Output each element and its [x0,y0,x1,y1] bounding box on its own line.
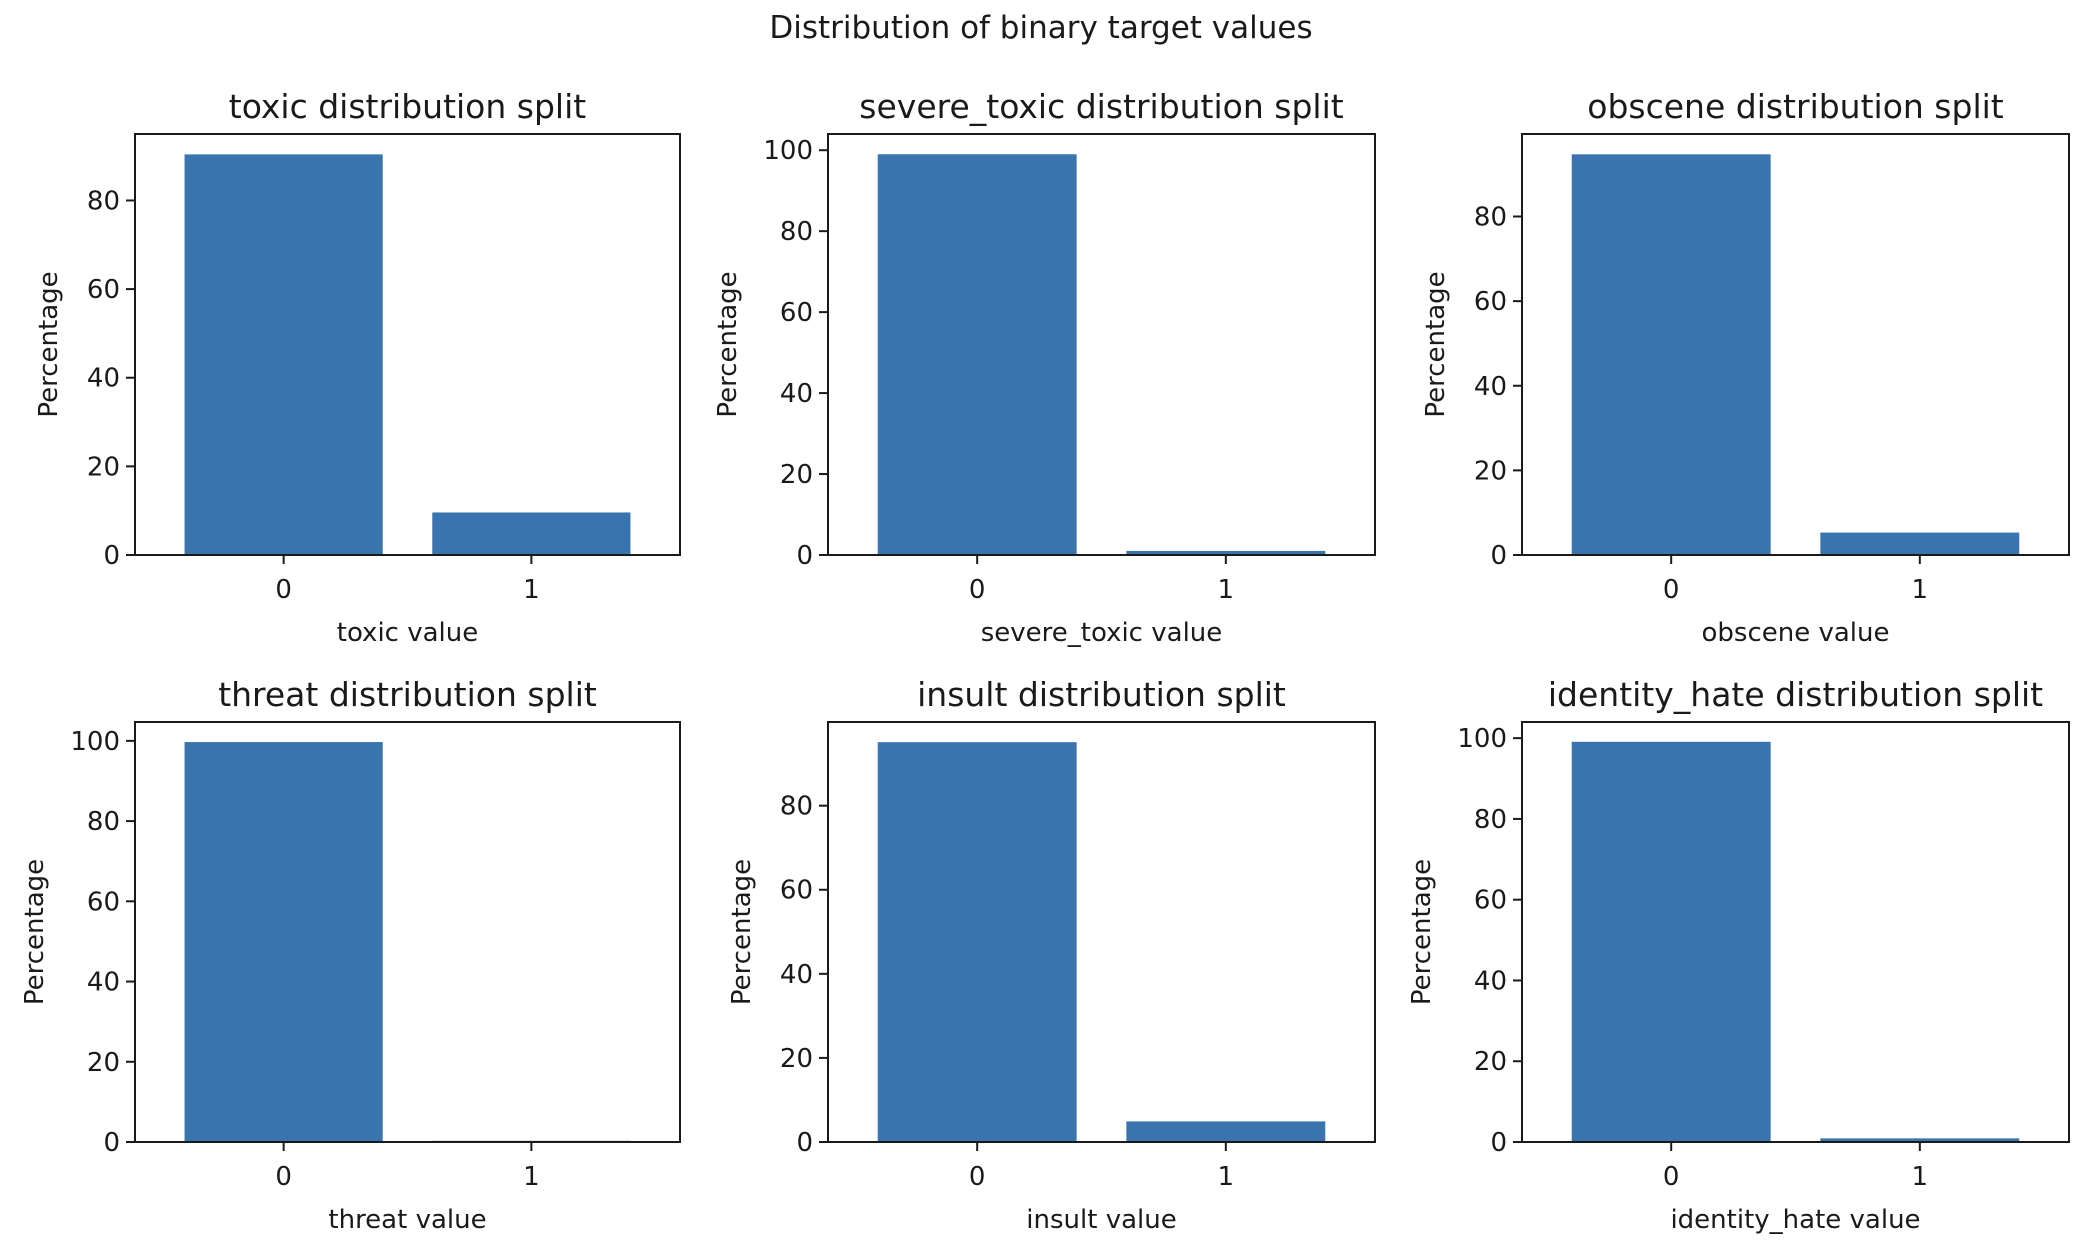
x-tick-label: 1 [1218,1162,1235,1192]
subplot-title: insult distribution split [917,675,1286,714]
axes-frame [1521,133,2070,556]
x-tick-label: 0 [969,1162,986,1192]
figure-title: Distribution of binary target values [769,10,1312,46]
y-axis-label: Percentage [34,271,64,417]
subplot-title: threat distribution split [218,675,597,714]
y-tick-label: 100 [763,136,813,166]
bar-1 [1820,1138,2020,1142]
y-tick-label: 20 [1474,1047,1507,1077]
y-tick-label: 40 [780,960,813,990]
axes-frame [134,721,681,1143]
y-tick-label: 60 [780,298,813,328]
x-axis-label: threat value [328,1205,486,1235]
y-axis-label: Percentage [727,859,757,1005]
bar-0 [877,742,1077,1142]
y-tick-label: 0 [1490,541,1507,571]
x-axis-label: identity_hate value [1670,1205,1920,1235]
y-tick-label: 40 [1474,372,1507,402]
y-tick-label: 80 [780,217,813,247]
y-tick-label: 60 [1474,287,1507,317]
subplot-title: identity_hate distribution split [1548,675,2043,714]
x-tick-label: 1 [523,575,540,605]
subplot-title: obscene distribution split [1587,87,2004,126]
bar-1 [1126,1121,1326,1142]
y-tick-label: 0 [1490,1128,1507,1158]
y-axis-label: Percentage [20,859,50,1005]
subplot-2-0: 0 20 40 60 80 0 1 toxic distribution split toxic… [34,87,681,648]
x-axis-label: toxic value [337,618,479,648]
y-axis-label: Percentage [1421,271,1451,417]
y-tick-label: 0 [796,1128,813,1158]
axes-frame [827,721,1376,1143]
bar-1 [1126,550,1326,555]
y-tick-label: 80 [1474,805,1507,835]
y-tick-label: 20 [780,460,813,490]
y-tick-label: 80 [780,792,813,822]
subplot-2-5: 0 20 40 60 80 100 0 1 identity_hate distribution… [1407,675,2070,1235]
subplot-2-4: 0 20 40 60 80 0 1 insult distribution split insu… [727,675,1376,1235]
subplot-2-2: 0 20 40 60 80 0 1 obscene distribution split obs… [1421,87,2070,648]
subplot-title: severe_toxic distribution split [859,87,1343,126]
y-tick-label: 60 [780,876,813,906]
x-tick-label: 1 [1912,575,1929,605]
y-tick-label: 60 [87,275,120,305]
bar-0 [877,154,1077,555]
x-tick-label: 0 [275,1162,292,1192]
y-axis-label: Percentage [713,271,743,417]
x-tick-label: 0 [1663,575,1680,605]
axes-frame [134,133,681,556]
x-tick-label: 1 [1218,575,1235,605]
y-tick-label: 0 [103,541,120,571]
x-tick-label: 1 [1912,1162,1929,1192]
y-tick-label: 20 [87,452,120,482]
y-tick-label: 80 [87,807,120,837]
y-tick-label: 40 [87,968,120,998]
y-tick-label: 0 [103,1128,120,1158]
subplot-title: toxic distribution split [229,87,586,126]
y-tick-label: 100 [70,727,120,757]
axes-frame [1521,721,2070,1143]
y-tick-label: 80 [1474,203,1507,233]
y-tick-label: 100 [1457,724,1507,754]
y-tick-label: 20 [780,1044,813,1074]
bar-0 [1571,741,1771,1142]
y-tick-label: 40 [1474,966,1507,996]
x-axis-label: obscene value [1701,618,1889,648]
subplot-2-3: 0 20 40 60 80 100 0 1 threat distribution split t… [20,675,681,1235]
x-axis-label: insult value [1026,1205,1176,1235]
y-tick-label: 40 [87,364,120,394]
y-tick-label: 80 [87,186,120,216]
subplot-2-1: 0 20 40 60 80 100 0 1 severe_toxic distribution … [713,87,1376,648]
x-tick-label: 0 [1663,1162,1680,1192]
bar-0 [1571,154,1771,555]
bar-1 [1820,532,2020,555]
bar-0 [184,154,383,556]
bar-0 [184,742,383,1142]
y-tick-label: 20 [1474,456,1507,486]
x-tick-label: 0 [969,575,986,605]
y-tick-label: 60 [87,887,120,917]
axes-frame [827,133,1376,556]
x-axis-label: severe_toxic value [981,618,1223,648]
y-tick-label: 40 [780,379,813,409]
subplots-grid: 0 20 40 60 80 0 1 toxic distribution split toxic… [20,87,2070,1235]
x-tick-label: 1 [523,1162,540,1192]
y-tick-label: 20 [87,1048,120,1078]
y-tick-label: 0 [796,541,813,571]
y-axis-label: Percentage [1407,859,1437,1005]
y-tick-label: 60 [1474,886,1507,916]
bar-1 [432,512,631,555]
x-tick-label: 0 [275,575,292,605]
